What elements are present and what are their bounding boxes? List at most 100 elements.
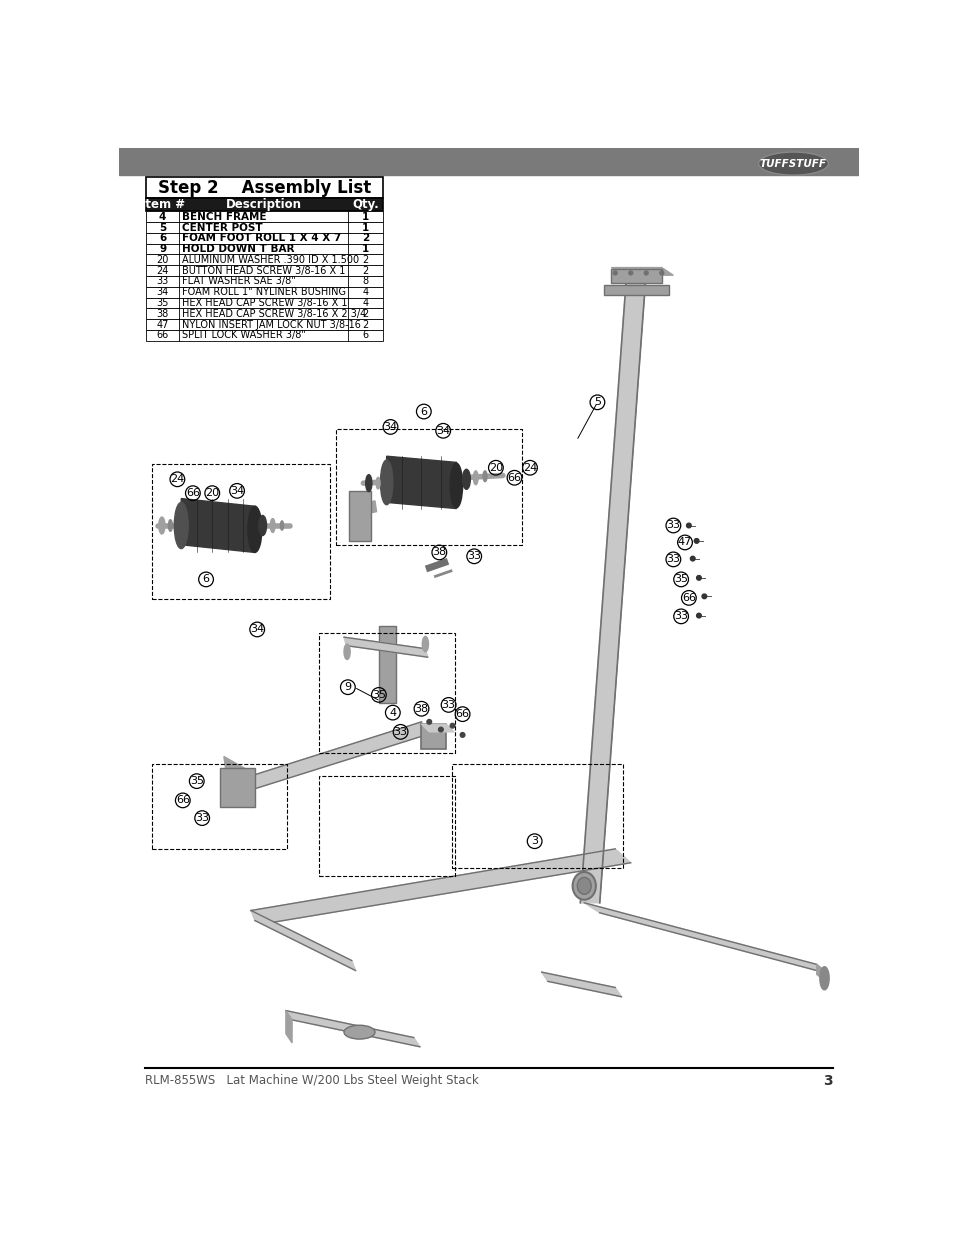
Bar xyxy=(152,464,330,599)
Text: 9: 9 xyxy=(159,245,166,254)
Text: HEX HEAD CAP SCREW 3/8-16 X 1: HEX HEAD CAP SCREW 3/8-16 X 1 xyxy=(182,298,347,308)
Polygon shape xyxy=(386,456,456,509)
Text: 38: 38 xyxy=(432,547,446,557)
Ellipse shape xyxy=(258,515,266,536)
Text: 24: 24 xyxy=(170,474,184,484)
Ellipse shape xyxy=(169,520,172,531)
Text: 66: 66 xyxy=(175,795,190,805)
Ellipse shape xyxy=(280,521,283,530)
Polygon shape xyxy=(583,903,827,973)
Text: FLAT WASHER SAE 3/8": FLAT WASHER SAE 3/8" xyxy=(182,277,295,287)
Text: 20: 20 xyxy=(488,463,502,473)
Bar xyxy=(611,269,661,283)
Polygon shape xyxy=(421,724,454,732)
Text: 4: 4 xyxy=(362,288,368,298)
Text: HEX HEAD CAP SCREW 3/8-16 X 2 3/4: HEX HEAD CAP SCREW 3/8-16 X 2 3/4 xyxy=(182,309,366,319)
Text: 24: 24 xyxy=(522,463,537,473)
Text: 33: 33 xyxy=(666,555,679,564)
Text: Description: Description xyxy=(225,199,301,211)
Text: 20: 20 xyxy=(156,254,169,264)
Circle shape xyxy=(427,720,431,724)
Bar xyxy=(146,243,382,254)
Bar xyxy=(146,222,382,233)
Circle shape xyxy=(659,270,663,275)
Text: 1: 1 xyxy=(361,211,369,222)
Text: 34: 34 xyxy=(156,288,169,298)
Polygon shape xyxy=(224,757,254,799)
Text: 3: 3 xyxy=(822,1073,832,1088)
Text: 20: 20 xyxy=(205,488,219,498)
Circle shape xyxy=(686,524,691,527)
Text: 47: 47 xyxy=(156,320,169,330)
Text: 6: 6 xyxy=(362,330,368,341)
Text: 24: 24 xyxy=(156,266,169,275)
Text: 33: 33 xyxy=(666,520,679,531)
Ellipse shape xyxy=(344,645,350,659)
Circle shape xyxy=(696,576,700,580)
Text: 38: 38 xyxy=(414,704,428,714)
Bar xyxy=(152,764,287,848)
Polygon shape xyxy=(344,637,427,657)
Ellipse shape xyxy=(473,471,477,484)
Ellipse shape xyxy=(248,506,261,552)
Text: 35: 35 xyxy=(372,690,385,700)
Bar xyxy=(146,330,382,341)
Text: 33: 33 xyxy=(441,700,456,710)
Circle shape xyxy=(450,724,455,727)
Ellipse shape xyxy=(758,152,827,175)
Text: 33: 33 xyxy=(156,277,169,287)
Text: 33: 33 xyxy=(467,551,480,561)
Text: BUTTON HEAD SCREW 3/8-16 X 1: BUTTON HEAD SCREW 3/8-16 X 1 xyxy=(182,266,345,275)
Bar xyxy=(146,287,382,298)
Text: 35: 35 xyxy=(156,298,169,308)
Text: 2: 2 xyxy=(361,233,369,243)
Circle shape xyxy=(694,538,699,543)
Bar xyxy=(146,178,382,199)
Bar xyxy=(146,211,382,222)
Polygon shape xyxy=(251,910,355,971)
Text: SPLIT LOCK WASHER 3/8": SPLIT LOCK WASHER 3/8" xyxy=(182,330,306,341)
Text: 1: 1 xyxy=(361,245,369,254)
Polygon shape xyxy=(350,501,376,517)
Ellipse shape xyxy=(482,471,486,482)
Circle shape xyxy=(643,270,647,275)
Text: 66: 66 xyxy=(681,593,695,603)
Circle shape xyxy=(613,270,617,275)
Ellipse shape xyxy=(422,636,428,652)
Text: 34: 34 xyxy=(383,422,397,432)
Circle shape xyxy=(438,727,443,732)
Bar xyxy=(335,430,521,545)
Text: TUFFSTUFF: TUFFSTUFF xyxy=(760,158,826,169)
Bar xyxy=(146,298,382,309)
Ellipse shape xyxy=(365,474,372,492)
Polygon shape xyxy=(251,848,630,923)
Text: 2: 2 xyxy=(362,266,368,275)
Text: 35: 35 xyxy=(674,574,687,584)
Ellipse shape xyxy=(380,461,393,505)
Text: 66: 66 xyxy=(507,473,521,483)
Bar xyxy=(378,626,395,703)
Polygon shape xyxy=(181,499,254,552)
Text: 5: 5 xyxy=(594,398,600,408)
Text: HOLD DOWN T BAR: HOLD DOWN T BAR xyxy=(182,245,294,254)
Circle shape xyxy=(701,594,706,599)
Bar xyxy=(146,275,382,287)
Text: 34: 34 xyxy=(230,485,244,495)
Text: 66: 66 xyxy=(156,330,169,341)
Polygon shape xyxy=(816,965,827,983)
Bar xyxy=(349,490,371,541)
Text: 3: 3 xyxy=(531,836,537,846)
Text: 38: 38 xyxy=(156,309,169,319)
Ellipse shape xyxy=(158,517,165,534)
Text: BENCH FRAME: BENCH FRAME xyxy=(182,211,266,222)
Bar xyxy=(319,634,455,752)
Ellipse shape xyxy=(819,967,828,989)
Text: RLM-855WS   Lat Machine W/200 Lbs Steel Weight Stack: RLM-855WS Lat Machine W/200 Lbs Steel We… xyxy=(145,1074,478,1087)
Bar xyxy=(603,285,669,294)
Text: 47: 47 xyxy=(678,537,691,547)
Text: Qty.: Qty. xyxy=(352,199,378,211)
Text: 33: 33 xyxy=(394,727,407,737)
Text: NYLON INSERT JAM LOCK NUT 3/8-16: NYLON INSERT JAM LOCK NUT 3/8-16 xyxy=(182,320,360,330)
Polygon shape xyxy=(541,972,620,997)
Bar xyxy=(146,266,382,275)
